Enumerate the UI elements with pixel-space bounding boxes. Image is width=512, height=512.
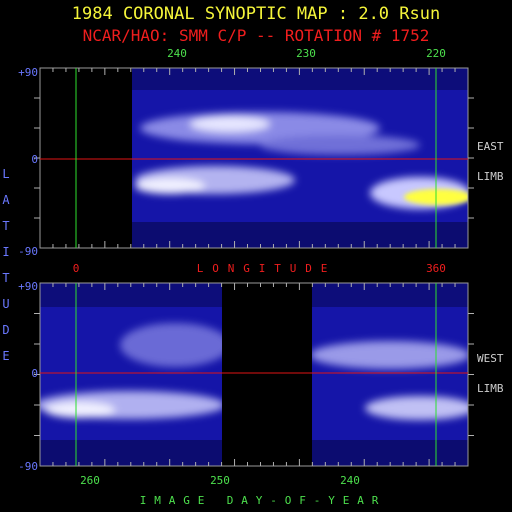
x-axis-letter: I: [140, 494, 147, 507]
longitude-axis-letter: T: [274, 262, 281, 275]
longitude-axis-letter: L: [197, 262, 204, 275]
bottom-day-tick-260: 260: [80, 474, 100, 487]
east-panel-ticks: [34, 68, 474, 248]
latitude-letter: L: [2, 167, 9, 181]
east-limb-label-2: LIMB: [477, 170, 504, 183]
latitude-letter: E: [2, 349, 9, 363]
longitude-axis-letter: I: [259, 262, 266, 275]
longitude-axis-letter: U: [290, 262, 297, 275]
east-limb-panel: +90 0 -90 240 230 220 EAST LIMB: [18, 47, 504, 258]
x-axis-letter: -: [270, 494, 277, 507]
west-limb-panel: +90 0 -90 260 250 240 WEST LIMB: [18, 280, 504, 487]
west-y-tick-top: +90: [18, 280, 38, 293]
west-y-tick-bottom: -90: [18, 460, 38, 473]
east-heatmap-base: [132, 68, 468, 248]
x-axis-letter: A: [357, 494, 364, 507]
west-limb-label-2: LIMB: [477, 382, 504, 395]
east-y-tick-top: +90: [18, 66, 38, 79]
top-day-tick-220: 220: [426, 47, 446, 60]
x-axis-letter: F: [299, 494, 306, 507]
longitude-tick-360: 360: [426, 262, 446, 275]
top-day-tick-240: 240: [167, 47, 187, 60]
west-data-gap: [222, 283, 312, 466]
x-axis-letter: O: [285, 494, 292, 507]
top-day-tick-230: 230: [296, 47, 316, 60]
east-band-south-core: [135, 178, 205, 194]
longitude-axis-letter: N: [228, 262, 235, 275]
west-streamer-north-left: [120, 323, 230, 367]
longitude-axis-letter: O: [212, 262, 219, 275]
latitude-letter: D: [2, 323, 9, 337]
east-band-ramp: [260, 135, 420, 155]
east-heatmap-north-pole: [132, 68, 468, 90]
x-axis-letter: D: [227, 494, 234, 507]
east-y-tick-zero: 0: [31, 153, 38, 166]
x-axis-letter: R: [372, 494, 379, 507]
chart-subtitle: NCAR/HAO: SMM C/P -- ROTATION # 1752: [82, 26, 430, 45]
x-axis-letter: M: [154, 494, 161, 507]
bottom-day-tick-250: 250: [210, 474, 230, 487]
west-limb-label: WEST: [477, 352, 504, 365]
x-axis-letter: A: [169, 494, 176, 507]
bottom-day-tick-240: 240: [340, 474, 360, 487]
west-band-south-right: [365, 396, 468, 420]
longitude-axis-letter: D: [305, 262, 312, 275]
latitude-letter: T: [2, 271, 9, 285]
x-axis-letter: -: [314, 494, 321, 507]
chart-title: 1984 CORONAL SYNOPTIC MAP : 2.0 Rsun: [71, 4, 441, 24]
west-panel-ticks: [34, 283, 474, 466]
east-brightest-streamer: [404, 189, 468, 205]
x-axis-letter: G: [183, 494, 190, 507]
west-y-tick-zero: 0: [31, 367, 38, 380]
latitude-letter: I: [2, 245, 9, 259]
west-band-south-left-core: [45, 402, 115, 418]
west-heatmap: [40, 283, 468, 466]
east-data-gap: [40, 68, 132, 248]
latitude-letter: A: [2, 193, 10, 207]
x-axis-letter: E: [343, 494, 350, 507]
east-y-tick-bottom: -90: [18, 245, 38, 258]
latitude-letter: T: [2, 219, 9, 233]
latitude-letter: U: [2, 297, 9, 311]
longitude-tick-0: 0: [73, 262, 80, 275]
longitude-axis-letter: G: [243, 262, 250, 275]
x-axis-letter: E: [198, 494, 205, 507]
east-heatmap-south-pole: [132, 222, 468, 248]
x-axis-letter: Y: [328, 494, 335, 507]
east-heatmap: [40, 68, 468, 248]
x-axis-letter: Y: [256, 494, 263, 507]
longitude-axis-letter: E: [321, 262, 328, 275]
west-band-north-right: [310, 341, 468, 369]
east-band-north-core: [190, 116, 270, 132]
x-axis-letter: A: [241, 494, 248, 507]
east-limb-label: EAST: [477, 140, 504, 153]
